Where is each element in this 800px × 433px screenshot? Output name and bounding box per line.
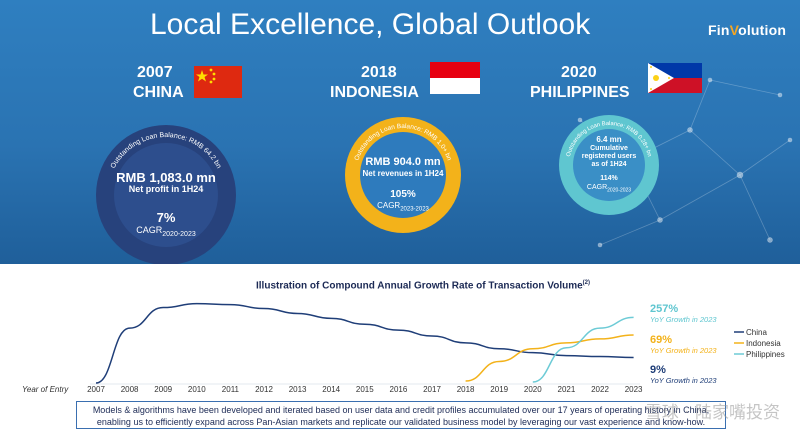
x-tick-label: 2007: [87, 385, 105, 394]
growth-line-chart: Year of Entry 2007 2008 2009 2010 2011 2012 201…: [22, 302, 785, 394]
x-tick-label: 2012: [255, 385, 273, 394]
china-cagr-label: CAGR: [136, 225, 163, 235]
china-flag-icon: [194, 66, 242, 98]
legend-label-philippines: Philippines: [746, 350, 785, 359]
indonesia-year: 2018: [361, 64, 397, 81]
philippines-metric-line-3: as of 1H24: [591, 161, 627, 168]
china-name: CHINA: [133, 84, 184, 101]
philippines-value: 6.4 mn: [596, 135, 622, 144]
annotation-label: YoY Growth in 2023: [650, 376, 717, 385]
legend-label-indonesia: Indonesia: [746, 339, 781, 348]
china-value: RMB 1,083.0 mn: [116, 170, 216, 185]
x-tick-label: 2015: [356, 385, 374, 394]
logo-text-prefix: Fin: [708, 22, 730, 38]
indonesia-ring: Outstanding Loan Balance: RMB 1.0+ bn: [345, 117, 461, 233]
chart-title-footnote-marker: (2): [582, 280, 591, 286]
x-tick-label: 2023: [625, 385, 643, 394]
legend-label-china: China: [746, 328, 767, 337]
china-growth: 7%: [156, 210, 176, 225]
finvolution-logo: FinVolution: [708, 22, 786, 38]
annotation-value: 9%: [650, 364, 666, 376]
china-ring: Outstanding Loan Balance: RMB 64.2 bn: [96, 125, 236, 264]
indonesia-flag-icon: [430, 62, 480, 94]
x-tick-label: 2010: [188, 385, 206, 394]
china-year: 2007: [137, 64, 173, 81]
philippines-metric-line-1: Cumulative: [590, 145, 628, 152]
x-tick-label: 2014: [322, 385, 340, 394]
china-cagr: CAGR2020-2023: [116, 225, 216, 238]
indonesia-cagr-label: CAGR: [377, 201, 401, 210]
series-line-indonesia: [465, 334, 634, 382]
x-tick-label: 2022: [591, 385, 609, 394]
chart-title-text: Illustration of Compound Annual Growth R…: [256, 280, 583, 292]
china-ring-inner: [114, 143, 218, 247]
x-tick-label: 2009: [154, 385, 172, 394]
x-tick-label: 2011: [222, 385, 240, 394]
header-banner: Local Excellence, Global Outlook FinVolu…: [0, 0, 800, 264]
watermark: 雪球 · 陆家嘴投资: [644, 403, 780, 423]
footnote-box: Models & algorithms have been developed …: [76, 401, 726, 429]
logo-text-suffix: olution: [738, 22, 787, 38]
indonesia-name: INDONESIA: [330, 84, 419, 101]
philippines-cagr-period: 2020-2023: [607, 187, 632, 194]
indonesia-cagr-period: 2023-2023: [400, 206, 429, 213]
annotation-label: YoY Growth in 2023: [650, 315, 717, 324]
philippines-name: PHILIPPINES: [530, 84, 630, 101]
philippines-flag-icon: [648, 63, 702, 93]
philippines-cagr-label: CAGR: [586, 184, 608, 191]
philippines-growth: 114%: [600, 175, 618, 182]
chart-title: Illustration of Compound Annual Growth R…: [256, 280, 590, 291]
x-tick-label: 2019: [490, 385, 508, 394]
china-metric: Net profit in 1H24: [128, 184, 204, 194]
series-line-philippines: [532, 316, 634, 383]
philippines-cagr: CAGR2020-2023: [569, 184, 649, 193]
annotation-label: YoY Growth in 2023: [650, 346, 717, 355]
philippines-year: 2020: [561, 64, 597, 81]
philippines-ring: Outstanding Loan Balance: RMB 0.28+ bn: [559, 115, 659, 215]
page-title: Local Excellence, Global Outlook: [150, 8, 591, 41]
x-tick-label: 2018: [457, 385, 475, 394]
china-cagr-period: 2020-2023: [162, 230, 196, 238]
x-tick-label: 2021: [558, 385, 576, 394]
annotation-value: 69%: [650, 334, 672, 346]
indonesia-metric: Net revenues in 1H24: [362, 169, 444, 178]
indonesia-growth: 105%: [390, 189, 416, 200]
x-tick-label: 2017: [423, 385, 441, 394]
indonesia-value: RMB 904.0 mn: [365, 156, 441, 168]
philippines-ring-inner: [573, 129, 645, 201]
x-tick-label: 2020: [524, 385, 542, 394]
x-tick-label: 2016: [390, 385, 408, 394]
x-tick-label: 2008: [121, 385, 139, 394]
series-line-china: [95, 302, 634, 384]
x-tick-label: 2013: [289, 385, 307, 394]
indonesia-ring-inner: [360, 132, 446, 218]
x-axis-title: Year of Entry: [22, 385, 69, 394]
indonesia-cagr: CAGR2023-2023: [353, 201, 453, 213]
philippines-metric-line-2: registered users: [581, 153, 637, 160]
logo-text-accent: V: [729, 22, 739, 38]
annotation-value: 257%: [650, 303, 678, 315]
